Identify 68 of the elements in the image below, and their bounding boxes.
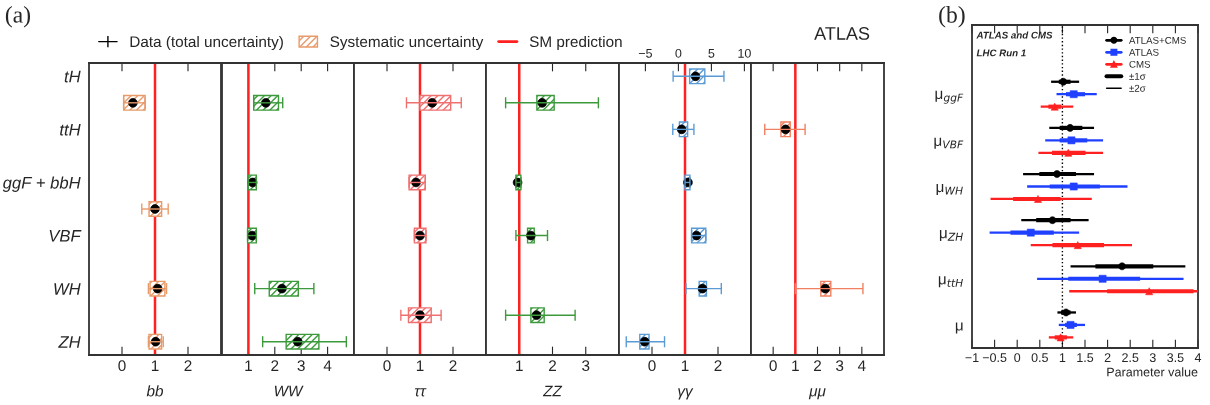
- text: ATLAS: [814, 27, 870, 40]
- x-tick-label: 3: [582, 360, 590, 372]
- legend-label: ATLAS: [1128, 48, 1159, 56]
- x-tick-label: 2: [1104, 353, 1111, 362]
- y-tick-label: ZH: [58, 336, 81, 348]
- y-tick-label: ggF + bbH: [2, 176, 81, 192]
- x-tick-label: 0: [648, 360, 656, 372]
- x-tick-label: 1: [1059, 353, 1066, 362]
- x-axis-title: ττ: [414, 388, 427, 397]
- x-tick-label: 1: [245, 360, 252, 371]
- text: (a): [5, 6, 31, 28]
- x-tick-label: 2: [449, 360, 457, 371]
- text: (b): [939, 6, 965, 28]
- annotation: ±1σ: [1129, 72, 1146, 80]
- y-tick-label: tH: [64, 70, 81, 83]
- legend-label: SM prediction: [529, 35, 622, 51]
- x-tick-label: 3.5: [1167, 353, 1184, 363]
- x-tick-label: 4: [857, 360, 866, 371]
- x-tick-label: 0: [118, 360, 126, 372]
- x-tick-label: 3: [297, 360, 305, 372]
- y-tick-label: μ$_{WH}$: [936, 183, 963, 195]
- legend-label: ATLAS+CMS: [1128, 36, 1186, 44]
- x-tick-label: 3: [1149, 353, 1156, 363]
- x-tick-label: 1: [516, 360, 523, 371]
- x-tick-label: 3: [836, 360, 844, 372]
- x-tick-label: 1.5: [1077, 353, 1094, 363]
- legend-label: Systematic uncertainty: [330, 35, 484, 51]
- x2-tick-label: 10: [738, 48, 751, 58]
- x-tick-label: 2: [271, 360, 279, 371]
- x-tick-label: 1: [681, 360, 689, 371]
- y-tick-label: μ: [955, 322, 963, 334]
- x-tick-label: 0.5: [1031, 353, 1048, 363]
- x-tick-label: 2: [714, 360, 722, 371]
- x-tick-label: 2.5: [1122, 353, 1139, 363]
- y-tick-label: ttH: [60, 123, 81, 136]
- x-tick-label: −0.5: [982, 353, 1007, 363]
- x-tick-label: 4: [323, 360, 332, 371]
- x-tick-label: 1: [416, 360, 424, 371]
- x2-tick-label: 0: [675, 48, 682, 58]
- x-tick-label: 1: [151, 360, 159, 371]
- text: ATLAS and CMS: [976, 31, 1053, 39]
- x2-tick-label: 5: [708, 49, 715, 58]
- legend-label: Data (total uncertainty): [130, 35, 283, 51]
- y-tick-label: μ$_{VBF}$: [934, 137, 964, 149]
- x-tick-label: 2: [184, 360, 192, 371]
- x-axis-title: WW: [274, 385, 304, 397]
- x-axis-title: bb: [146, 385, 164, 397]
- x-tick-label: 1: [792, 360, 799, 371]
- y-tick-label: VBF: [49, 230, 82, 242]
- y-tick-label: WH: [54, 283, 81, 295]
- y-tick-label: μ$_{ZH}$: [939, 230, 963, 242]
- x-tick-label: 0: [383, 360, 391, 372]
- x2-tick-label: −5: [638, 49, 652, 58]
- text: LHC Run 1: [976, 49, 1026, 57]
- x-tick-label: 4: [1194, 353, 1202, 362]
- x-tick-label: 2: [549, 360, 556, 371]
- x-axis-title: μμ: [808, 388, 826, 400]
- x-axis-title: Parameter value: [1107, 367, 1198, 377]
- y-tick-label: μ$_{ttH}$: [938, 276, 963, 288]
- x-tick-label: −1: [965, 353, 979, 362]
- x-axis-title: γγ: [678, 388, 694, 400]
- x-tick-label: 2: [814, 360, 821, 371]
- legend-label: CMS: [1129, 60, 1151, 68]
- annotation: ±2σ: [1129, 84, 1146, 92]
- y-tick-label: μ$_{ggF}$: [935, 90, 964, 104]
- x-tick-label: 0: [1014, 353, 1021, 363]
- x-axis-title: ZZ: [542, 385, 563, 397]
- x-tick-label: 0: [769, 360, 777, 372]
